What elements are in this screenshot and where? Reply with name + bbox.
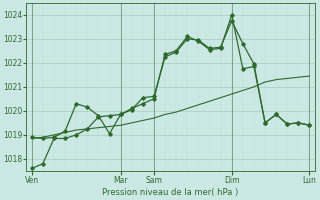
- X-axis label: Pression niveau de la mer( hPa ): Pression niveau de la mer( hPa ): [102, 188, 239, 197]
